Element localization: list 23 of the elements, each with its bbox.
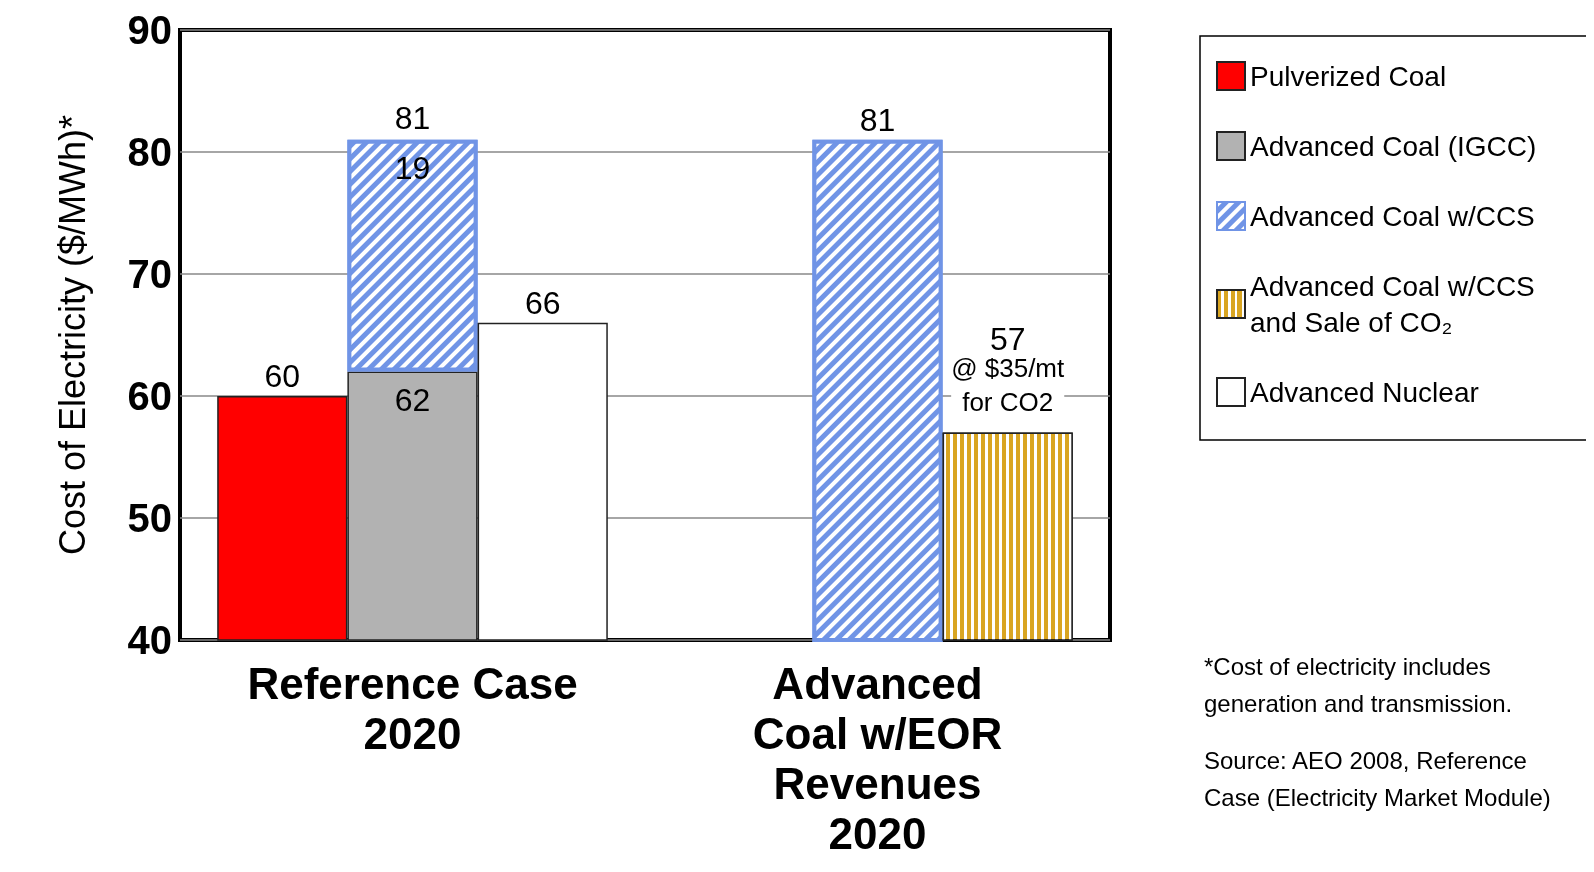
y-tick-label: 60 xyxy=(127,374,172,418)
annotation: @ $35/mt for CO2 xyxy=(951,352,1066,417)
y-tick-label: 40 xyxy=(127,618,172,662)
annotation: 81 xyxy=(394,99,431,136)
data-label: 60 xyxy=(264,358,301,394)
text: *Cost of electricity includes generation and transmission. xyxy=(1204,653,1513,717)
data-label: 66 xyxy=(524,284,561,321)
y-tick-label: 70 xyxy=(127,252,172,296)
legend-label: Advanced Nuclear xyxy=(1250,376,1479,408)
y-tick-label: 50 xyxy=(127,496,172,540)
legend-label: Advanced Coal (IGCC) xyxy=(1250,130,1537,162)
data-label: 19 xyxy=(394,149,431,186)
y-axis-title: Cost of Electricity ($/MWh)* xyxy=(51,114,93,556)
x-tick-label: Advanced Coal w/EOR Revenues 2020 xyxy=(752,658,1003,858)
y-tick-label: 80 xyxy=(127,130,172,174)
data-label: 62 xyxy=(394,381,431,418)
y-tick-label: 90 xyxy=(127,8,172,52)
legend-label: Pulverized Coal xyxy=(1250,60,1447,92)
x-tick-label: Reference Case 2020 xyxy=(247,658,578,758)
legend-label: Advanced Coal w/CCS and Sale of CO₂ xyxy=(1250,270,1543,338)
data-label: 81 xyxy=(859,101,896,138)
source-note: Source: AEO 2008, Reference Case (Electricity Market Module) xyxy=(1204,747,1551,811)
legend-label: Advanced Coal w/CCS xyxy=(1250,200,1535,232)
